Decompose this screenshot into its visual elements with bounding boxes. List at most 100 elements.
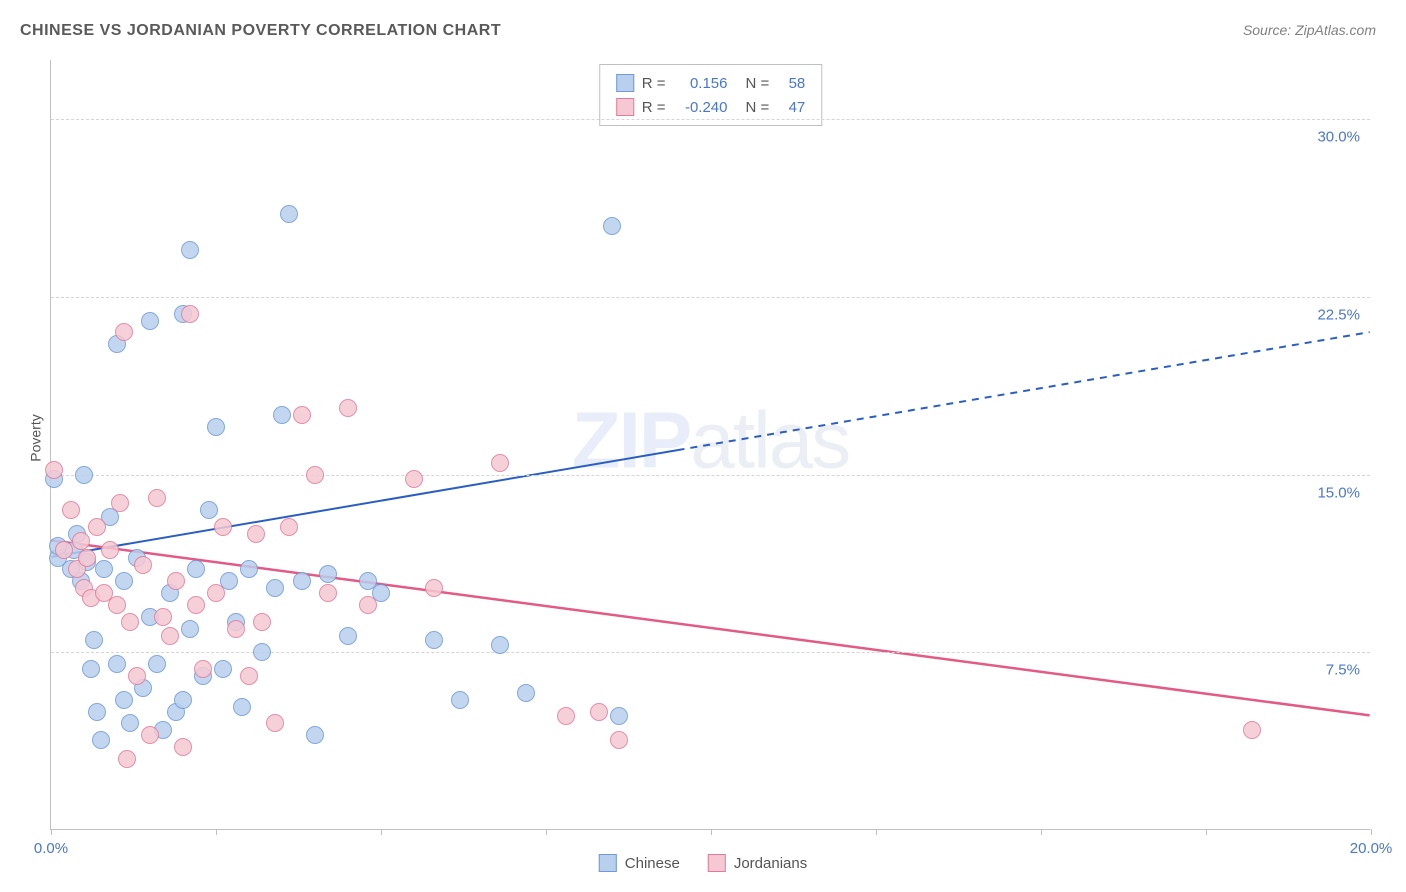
x-tick bbox=[381, 829, 382, 835]
data-point bbox=[306, 466, 324, 484]
data-point bbox=[253, 613, 271, 631]
gridline bbox=[51, 297, 1370, 298]
x-tick bbox=[1041, 829, 1042, 835]
legend-label: Chinese bbox=[625, 855, 680, 872]
data-point bbox=[273, 406, 291, 424]
data-point bbox=[174, 738, 192, 756]
data-point bbox=[181, 620, 199, 638]
gridline bbox=[51, 119, 1370, 120]
legend-row: R =0.156N =58 bbox=[616, 71, 806, 95]
data-point bbox=[280, 205, 298, 223]
r-label: R = bbox=[642, 75, 666, 92]
r-value: -0.240 bbox=[674, 99, 728, 116]
data-point bbox=[319, 584, 337, 602]
data-point bbox=[451, 691, 469, 709]
data-point bbox=[610, 707, 628, 725]
data-point bbox=[55, 541, 73, 559]
data-point bbox=[141, 312, 159, 330]
data-point bbox=[174, 691, 192, 709]
data-point bbox=[134, 556, 152, 574]
correlation-legend: R =0.156N =58R =-0.240N =47 bbox=[599, 64, 823, 126]
data-point bbox=[141, 726, 159, 744]
data-point bbox=[115, 691, 133, 709]
y-axis-label: Poverty bbox=[28, 414, 44, 461]
x-tick bbox=[1206, 829, 1207, 835]
chart-title: CHINESE VS JORDANIAN POVERTY CORRELATION… bbox=[20, 22, 501, 40]
data-point bbox=[101, 541, 119, 559]
data-point bbox=[115, 572, 133, 590]
x-tick bbox=[51, 829, 52, 835]
data-point bbox=[491, 454, 509, 472]
scatter-plot-area: ZIPatlas R =0.156N =58R =-0.240N =47 7.5… bbox=[50, 60, 1370, 830]
data-point bbox=[85, 631, 103, 649]
data-point bbox=[187, 560, 205, 578]
data-point bbox=[148, 655, 166, 673]
legend-item: Jordanians bbox=[708, 854, 807, 872]
data-point bbox=[207, 584, 225, 602]
data-point bbox=[72, 532, 90, 550]
data-point bbox=[121, 714, 139, 732]
source-attribution: Source: ZipAtlas.com bbox=[1243, 22, 1376, 38]
data-point bbox=[167, 572, 185, 590]
n-label: N = bbox=[746, 99, 770, 116]
x-tick bbox=[546, 829, 547, 835]
legend-swatch bbox=[599, 854, 617, 872]
data-point bbox=[266, 714, 284, 732]
data-point bbox=[92, 731, 110, 749]
data-point bbox=[207, 418, 225, 436]
data-point bbox=[425, 631, 443, 649]
data-point bbox=[280, 518, 298, 536]
data-point bbox=[148, 489, 166, 507]
x-tick bbox=[216, 829, 217, 835]
data-point bbox=[293, 572, 311, 590]
data-point bbox=[118, 750, 136, 768]
data-point bbox=[111, 494, 129, 512]
n-value: 47 bbox=[777, 99, 805, 116]
data-point bbox=[306, 726, 324, 744]
data-point bbox=[319, 565, 337, 583]
data-point bbox=[194, 660, 212, 678]
data-point bbox=[590, 703, 608, 721]
gridline bbox=[51, 475, 1370, 476]
data-point bbox=[240, 560, 258, 578]
series-legend: Chinese Jordanians bbox=[599, 854, 807, 872]
data-point bbox=[247, 525, 265, 543]
data-point bbox=[88, 518, 106, 536]
n-label: N = bbox=[746, 75, 770, 92]
data-point bbox=[405, 470, 423, 488]
data-point bbox=[121, 613, 139, 631]
data-point bbox=[214, 518, 232, 536]
x-tick bbox=[711, 829, 712, 835]
y-tick-label: 7.5% bbox=[1326, 662, 1360, 679]
data-point bbox=[62, 501, 80, 519]
legend-swatch bbox=[616, 98, 634, 116]
data-point bbox=[517, 684, 535, 702]
r-label: R = bbox=[642, 99, 666, 116]
data-point bbox=[45, 461, 63, 479]
gridline bbox=[51, 652, 1370, 653]
data-point bbox=[154, 608, 172, 626]
y-tick-label: 22.5% bbox=[1317, 306, 1360, 323]
legend-label: Jordanians bbox=[734, 855, 807, 872]
data-point bbox=[128, 667, 146, 685]
data-point bbox=[557, 707, 575, 725]
data-point bbox=[425, 579, 443, 597]
y-tick-label: 15.0% bbox=[1317, 484, 1360, 501]
watermark: ZIPatlas bbox=[572, 394, 849, 486]
data-point bbox=[491, 636, 509, 654]
data-point bbox=[75, 466, 93, 484]
data-point bbox=[610, 731, 628, 749]
data-point bbox=[181, 241, 199, 259]
data-point bbox=[200, 501, 218, 519]
data-point bbox=[95, 560, 113, 578]
data-point bbox=[233, 698, 251, 716]
data-point bbox=[1243, 721, 1261, 739]
data-point bbox=[227, 620, 245, 638]
y-tick-label: 30.0% bbox=[1317, 129, 1360, 146]
data-point bbox=[359, 596, 377, 614]
data-point bbox=[78, 549, 96, 567]
trend-lines bbox=[51, 60, 1370, 829]
data-point bbox=[293, 406, 311, 424]
x-tick-label: 0.0% bbox=[34, 840, 68, 857]
data-point bbox=[339, 399, 357, 417]
